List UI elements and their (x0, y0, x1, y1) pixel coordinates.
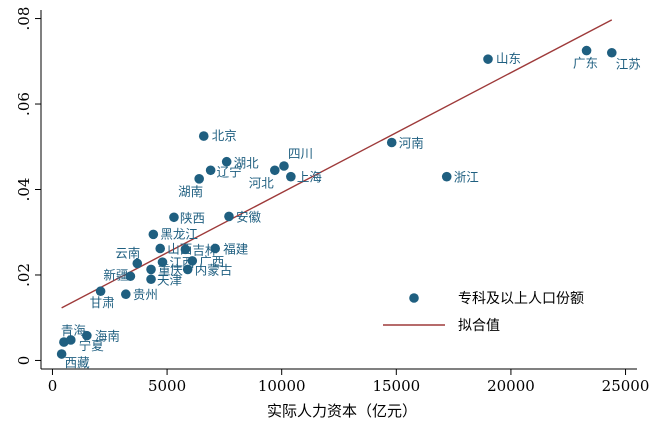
x-tick-label: 20000 (487, 377, 535, 395)
data-point (194, 174, 204, 184)
axes: 0 5000 10000 15000 20000 25000 0 .02 .04 .06 .08 (15, 7, 649, 395)
point-label: 湖南 (178, 184, 203, 199)
point-label: 上海 (297, 170, 323, 185)
point-label: 贵州 (133, 287, 158, 302)
data-point (187, 256, 198, 266)
data-point (155, 243, 165, 254)
data-point (169, 212, 179, 223)
point-label: 河南 (399, 135, 424, 150)
data-point (95, 286, 106, 297)
data-point (121, 289, 131, 300)
data-point (224, 211, 234, 222)
data-point (483, 54, 493, 64)
x-axis-title: 实际人力资本（亿元） (267, 402, 417, 420)
x-tick-label: 15000 (372, 377, 420, 395)
data-point (82, 330, 92, 341)
point-label: 海南 (95, 329, 120, 344)
data-point (606, 47, 617, 58)
x-tick-label: 5000 (148, 377, 186, 395)
legend-label-fit: 拟合值 (458, 318, 500, 334)
point-label: 福建 (223, 241, 249, 256)
point-label: 陕西 (180, 210, 205, 225)
data-point (286, 171, 296, 182)
x-tick-label: 0 (48, 377, 58, 395)
point-label: 广西 (199, 254, 224, 269)
data-point (146, 264, 156, 275)
legend-marker-scatter (409, 293, 419, 303)
data-point (148, 229, 159, 240)
point-label: 广东 (573, 56, 598, 71)
data-point (180, 244, 191, 255)
x-tick-label: 10000 (258, 377, 306, 395)
point-label: 重庆 (158, 262, 184, 277)
point-label: 云南 (115, 245, 140, 260)
y-tick-label: 0 (15, 356, 33, 366)
x-tick-label: 25000 (602, 377, 650, 395)
point-label: 青海 (61, 323, 87, 338)
data-point (157, 257, 168, 267)
point-label: 辽宁 (217, 164, 242, 179)
point-label: 西藏 (65, 355, 91, 370)
legend-label-scatter: 专科及以上人口份额 (458, 291, 584, 307)
point-label: 山东 (496, 51, 521, 66)
fit-line (61, 19, 613, 309)
data-point (386, 137, 397, 148)
data-point (125, 271, 136, 282)
data-point (279, 161, 289, 171)
data-point (146, 274, 156, 285)
data-point (56, 349, 67, 359)
point-label: 北京 (212, 128, 237, 143)
point-label: 江苏 (616, 57, 641, 72)
point-label: 四川 (288, 146, 313, 161)
point-label: 安徽 (236, 209, 262, 224)
data-point (210, 243, 221, 254)
y-tick-label: .06 (15, 92, 33, 116)
point-label: 湖北 (234, 156, 260, 171)
data-point (182, 264, 193, 275)
data-point (205, 165, 216, 176)
data-point (221, 156, 232, 167)
point-label: 新疆 (103, 267, 128, 282)
data-point (198, 131, 209, 141)
data-point (441, 171, 452, 182)
data-point (270, 165, 280, 176)
point-label: 浙江 (454, 170, 479, 185)
point-label: 河北 (249, 175, 275, 190)
y-tick-label: .04 (15, 178, 33, 202)
point-label: 宁夏 (79, 338, 105, 353)
point-label: 甘肃 (90, 295, 115, 310)
point-label: 天津 (157, 272, 182, 287)
data-point (132, 258, 143, 269)
data-point (66, 335, 76, 345)
data-point (581, 45, 592, 56)
fit-line-group (61, 19, 613, 309)
point-label: 黑龙江 (160, 226, 198, 241)
y-tick-label: .08 (15, 7, 33, 31)
point-label: 内蒙古 (195, 262, 233, 277)
y-tick-label: .02 (15, 263, 33, 287)
